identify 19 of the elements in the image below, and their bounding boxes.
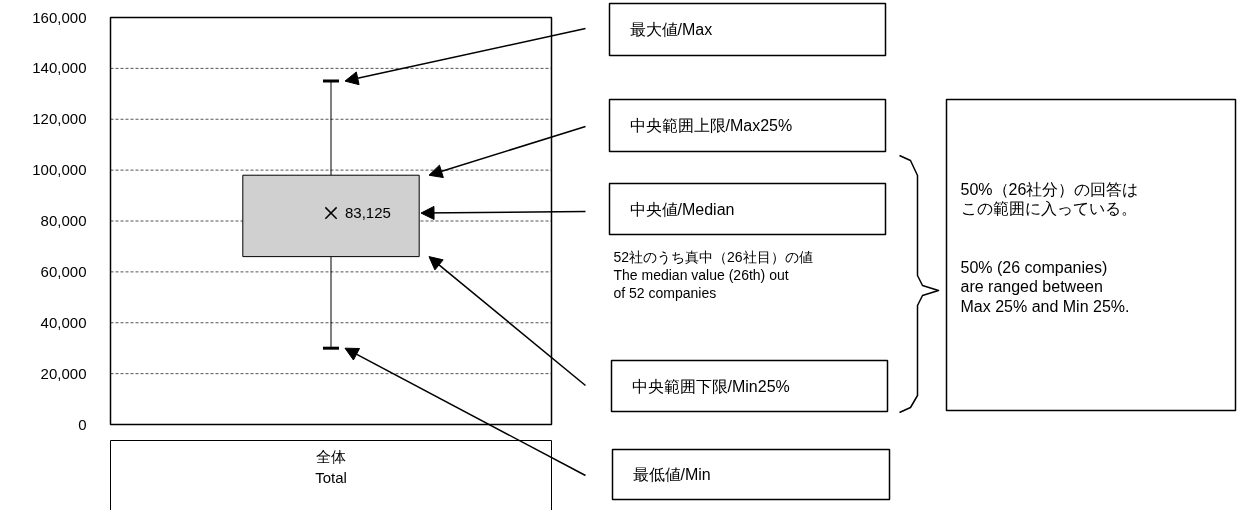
text: 83,125	[345, 204, 391, 222]
text: 最低値/Min	[632, 466, 711, 483]
text: 52社のうち真中（26社目）の値 The median value (26th) out of 52 companies	[613, 248, 813, 302]
y-tick-label: 0	[78, 415, 87, 433]
text: 中央値/Median	[629, 200, 735, 218]
y-tick-label: 160,000	[32, 8, 87, 26]
y-tick-label: 60,000	[40, 262, 87, 280]
y-tick-label: 40,000	[40, 313, 87, 331]
y-tick-label: 20,000	[40, 364, 87, 382]
y-tick-label: 100,000	[32, 161, 87, 179]
text: 50% (26 companies) are ranged between Max 25% and Min 25%.	[960, 258, 1130, 315]
text: 最大値/Max	[629, 21, 713, 38]
y-tick-label: 140,000	[32, 59, 87, 77]
y-tick-label: 80,000	[40, 212, 87, 229]
y-tick-label: 120,000	[32, 110, 87, 128]
text: 中央範囲下限/Min25%	[631, 377, 790, 395]
text: 中央範囲上限/Max25%	[629, 117, 793, 134]
x-tick-label: 全体 Total	[315, 447, 347, 486]
text: 50%（26社分）の回答はこの範囲に入っている。	[960, 180, 1139, 218]
